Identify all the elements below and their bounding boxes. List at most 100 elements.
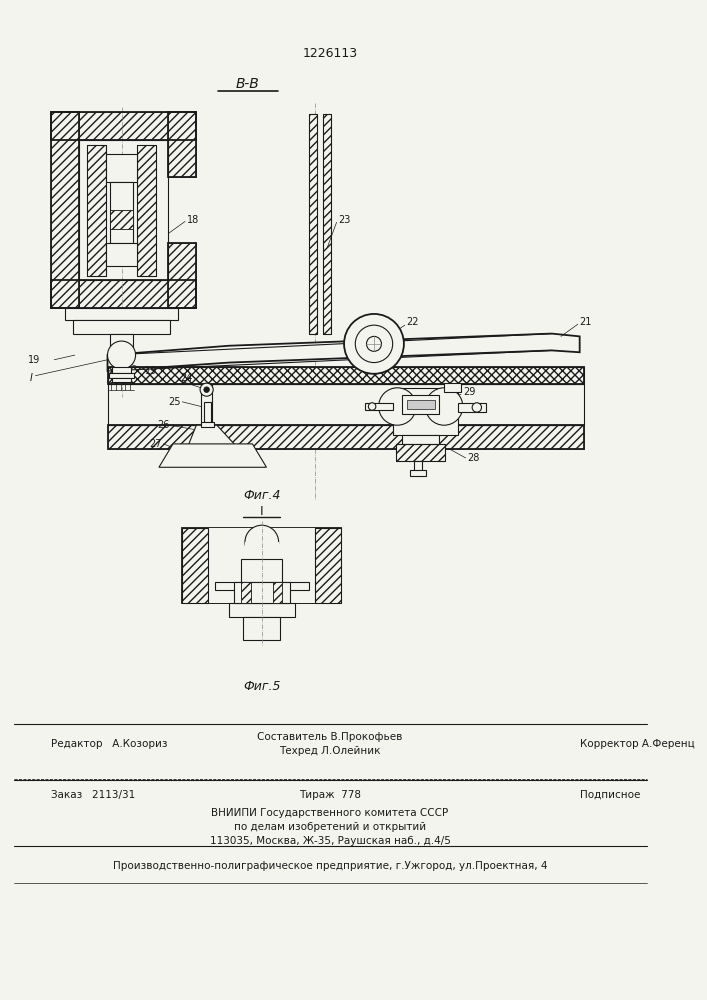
Bar	[87, 145, 105, 276]
Circle shape	[356, 325, 392, 363]
Bar	[201, 384, 212, 435]
Bar	[52, 280, 197, 308]
Bar	[308, 114, 317, 334]
Bar	[201, 422, 214, 427]
Bar	[107, 367, 585, 384]
Text: Подписное: Подписное	[580, 790, 640, 800]
Text: B-B: B-B	[236, 77, 259, 91]
Text: по делам изобретений и открытий: по делам изобретений и открытий	[234, 822, 426, 832]
Bar	[112, 378, 131, 382]
Bar	[229, 603, 295, 617]
Circle shape	[366, 336, 382, 351]
Text: Техред Л.Олейник: Техред Л.Олейник	[279, 746, 381, 756]
Text: Производственно-полиграфическое предприятие, г.Ужгород, ул.Проектная, 4: Производственно-полиграфическое предприя…	[113, 861, 547, 871]
Text: 23: 23	[339, 215, 351, 225]
Bar	[322, 114, 331, 334]
Bar	[107, 367, 585, 384]
Bar	[402, 395, 440, 414]
Bar	[52, 112, 197, 140]
Text: Тираж  778: Тираж 778	[299, 790, 361, 800]
Bar	[241, 559, 282, 582]
Text: 29: 29	[463, 387, 475, 397]
Bar	[105, 154, 137, 182]
Bar	[402, 435, 440, 444]
Circle shape	[204, 387, 209, 392]
Text: 25: 25	[168, 397, 181, 407]
Text: I: I	[30, 373, 33, 383]
Bar	[107, 425, 585, 449]
Circle shape	[426, 388, 463, 425]
Bar	[315, 528, 341, 603]
Bar	[66, 308, 177, 320]
Bar	[409, 470, 426, 476]
Bar	[137, 145, 156, 276]
Text: 28: 28	[467, 453, 480, 463]
Bar	[73, 320, 170, 334]
Bar	[110, 373, 134, 378]
Bar	[182, 528, 341, 603]
Bar	[182, 528, 341, 603]
Bar	[234, 582, 290, 603]
Bar	[79, 140, 168, 280]
Bar	[458, 403, 486, 412]
Bar	[273, 582, 282, 603]
Bar	[110, 182, 133, 243]
Bar	[365, 403, 392, 410]
Text: ВНИИПИ Государственного комитета СССР: ВНИИПИ Государственного комитета СССР	[211, 808, 449, 818]
Bar	[209, 528, 315, 603]
Polygon shape	[187, 425, 238, 449]
Bar	[52, 112, 197, 140]
Bar	[182, 528, 209, 603]
Bar	[52, 280, 197, 308]
Bar	[204, 402, 211, 422]
Bar	[168, 243, 197, 308]
Text: Корректор А.Ференц: Корректор А.Ференц	[580, 739, 694, 749]
Bar	[315, 528, 341, 603]
Bar	[107, 425, 585, 449]
Circle shape	[245, 525, 279, 559]
Bar	[308, 114, 317, 334]
Bar	[168, 112, 197, 177]
Polygon shape	[159, 444, 267, 467]
Bar	[322, 114, 331, 334]
Bar	[273, 582, 282, 603]
Text: 24: 24	[180, 373, 193, 383]
Text: 21: 21	[580, 317, 592, 327]
Bar	[168, 112, 197, 177]
Text: Заказ   2113/31: Заказ 2113/31	[52, 790, 136, 800]
Bar	[397, 444, 445, 461]
Text: I: I	[260, 505, 264, 518]
Bar	[182, 528, 209, 603]
Text: 19: 19	[28, 355, 40, 365]
Bar	[107, 384, 585, 425]
Text: Составитель В.Прокофьев: Составитель В.Прокофьев	[257, 732, 403, 742]
Bar	[243, 617, 281, 640]
Circle shape	[200, 383, 214, 396]
Bar	[110, 334, 133, 348]
Bar	[52, 112, 79, 308]
Text: Фиг.5: Фиг.5	[243, 680, 281, 693]
Text: 1226113: 1226113	[303, 47, 358, 60]
Bar	[105, 243, 137, 266]
Polygon shape	[107, 334, 580, 371]
Bar	[52, 112, 79, 308]
Bar	[241, 582, 250, 603]
Bar	[110, 210, 133, 229]
Text: 19: 19	[145, 366, 157, 376]
Circle shape	[107, 341, 136, 369]
Bar	[215, 582, 308, 590]
Bar	[392, 388, 458, 435]
Circle shape	[472, 403, 481, 412]
Text: 113035, Москва, Ж-35, Раушская наб., д.4/5: 113035, Москва, Ж-35, Раушская наб., д.4…	[209, 836, 450, 846]
Bar	[241, 582, 250, 603]
Circle shape	[379, 388, 416, 425]
Bar	[397, 444, 445, 461]
Text: 27: 27	[150, 439, 162, 449]
Text: Фиг.4: Фиг.4	[243, 489, 281, 502]
Bar	[245, 542, 279, 559]
Bar	[112, 367, 131, 373]
Bar	[110, 210, 133, 229]
Bar	[137, 145, 156, 276]
Text: 22: 22	[407, 317, 419, 327]
Circle shape	[368, 403, 376, 410]
